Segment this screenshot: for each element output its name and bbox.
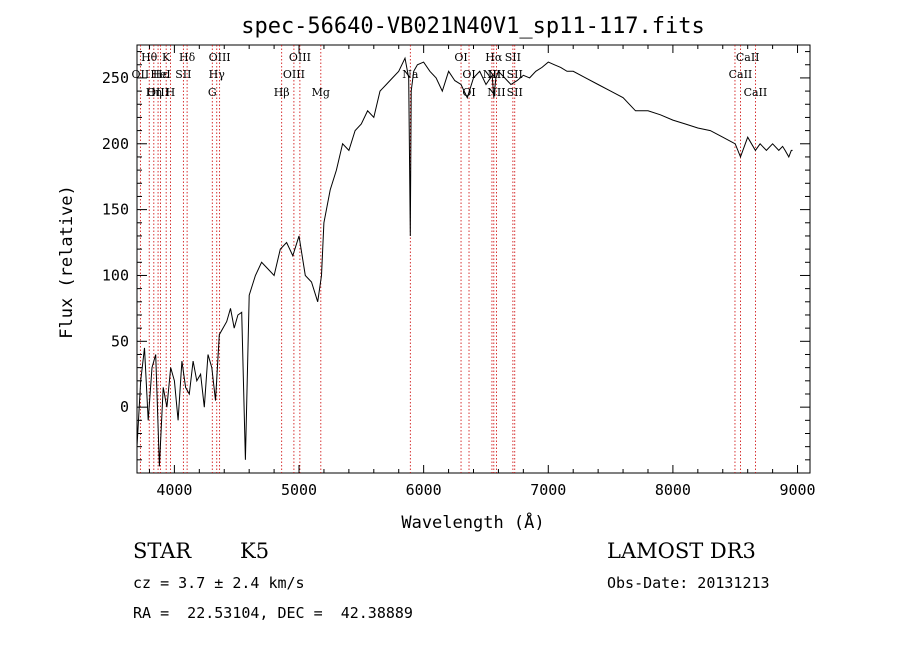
spectral-line-label: NII bbox=[487, 86, 505, 99]
spectral-line-label: SII bbox=[507, 68, 523, 81]
spectral-line-label: Hα bbox=[485, 51, 503, 64]
y-axis-label: Flux (relative) bbox=[57, 185, 77, 339]
spectral-line-label: NII bbox=[483, 68, 501, 81]
redshift-cz: cz = 3.7 ± 2.4 km/s bbox=[133, 574, 305, 592]
obs-date: Obs-Date: 20131213 bbox=[607, 574, 770, 592]
spectral-line-label: OI bbox=[454, 51, 467, 64]
line-markers bbox=[139, 45, 756, 473]
chart-title: spec-56640-VB021N40V1_sp11-117.fits bbox=[241, 14, 705, 39]
spectral-line-label: Hε bbox=[153, 68, 169, 81]
y-tick-label: 50 bbox=[111, 332, 129, 350]
spectral-line-label: Hβ bbox=[274, 86, 290, 99]
spectral-line-label: OIII bbox=[209, 51, 231, 64]
plot-frame bbox=[136, 44, 811, 474]
spectral-line-label: OIII bbox=[289, 51, 311, 64]
spectrum-line bbox=[136, 56, 793, 467]
x-tick-label: 6000 bbox=[406, 481, 442, 499]
y-tick-label: 100 bbox=[102, 266, 129, 284]
spectral-line-label: SII bbox=[175, 68, 191, 81]
spectral-line-label: Hη bbox=[146, 86, 162, 99]
spectral-line-label: HeI bbox=[150, 68, 170, 81]
spectral-line-label: CaII bbox=[744, 86, 768, 99]
x-axis-label: Wavelength (Å) bbox=[401, 511, 544, 533]
spectral-line-label: CaII bbox=[736, 51, 760, 64]
y-tick-label: 0 bbox=[120, 398, 129, 416]
axes: 4000 5000 6000 7000 8000 9000 0 50 100 150 200 250 bbox=[102, 45, 816, 499]
x-tick-label: 5000 bbox=[281, 481, 317, 499]
y-tick-label: 200 bbox=[102, 135, 129, 153]
survey-name: LAMOST DR3 bbox=[607, 539, 756, 563]
x-tick-label: 7000 bbox=[530, 481, 566, 499]
spectral-line-label: NII bbox=[487, 68, 505, 81]
spectral-line-label: OIII bbox=[283, 68, 305, 81]
spectral-line-label: SII bbox=[505, 51, 521, 64]
spectral-line-label: Hθ bbox=[141, 51, 158, 64]
spectral-line-label: OII bbox=[132, 68, 150, 81]
spectral-line-label: G bbox=[208, 86, 217, 99]
x-tick-label: 8000 bbox=[655, 481, 691, 499]
coordinates: RA = 22.53104, DEC = 42.38889 bbox=[133, 604, 413, 622]
spectral-line-label: SII bbox=[507, 86, 523, 99]
spectral-line-label: K bbox=[162, 51, 171, 64]
object-class: STAR bbox=[133, 539, 192, 563]
x-tick-label: 9000 bbox=[779, 481, 815, 499]
spectral-line-label: OIII bbox=[147, 86, 169, 99]
spectral-line-label: OI bbox=[462, 68, 475, 81]
y-tick-label: 150 bbox=[102, 201, 129, 219]
spectral-line-label: Hγ bbox=[209, 68, 226, 81]
object-subclass: K5 bbox=[240, 539, 270, 563]
spectral-line-label: Mg bbox=[312, 86, 330, 99]
spectral-line-label: Hδ bbox=[179, 51, 196, 64]
spectral-line-label: H bbox=[166, 86, 176, 99]
spectral-line-label: Na bbox=[402, 68, 419, 81]
x-tick-label: 4000 bbox=[156, 481, 192, 499]
spectral-line-label: CaII bbox=[729, 68, 753, 81]
y-tick-label: 250 bbox=[102, 69, 129, 87]
